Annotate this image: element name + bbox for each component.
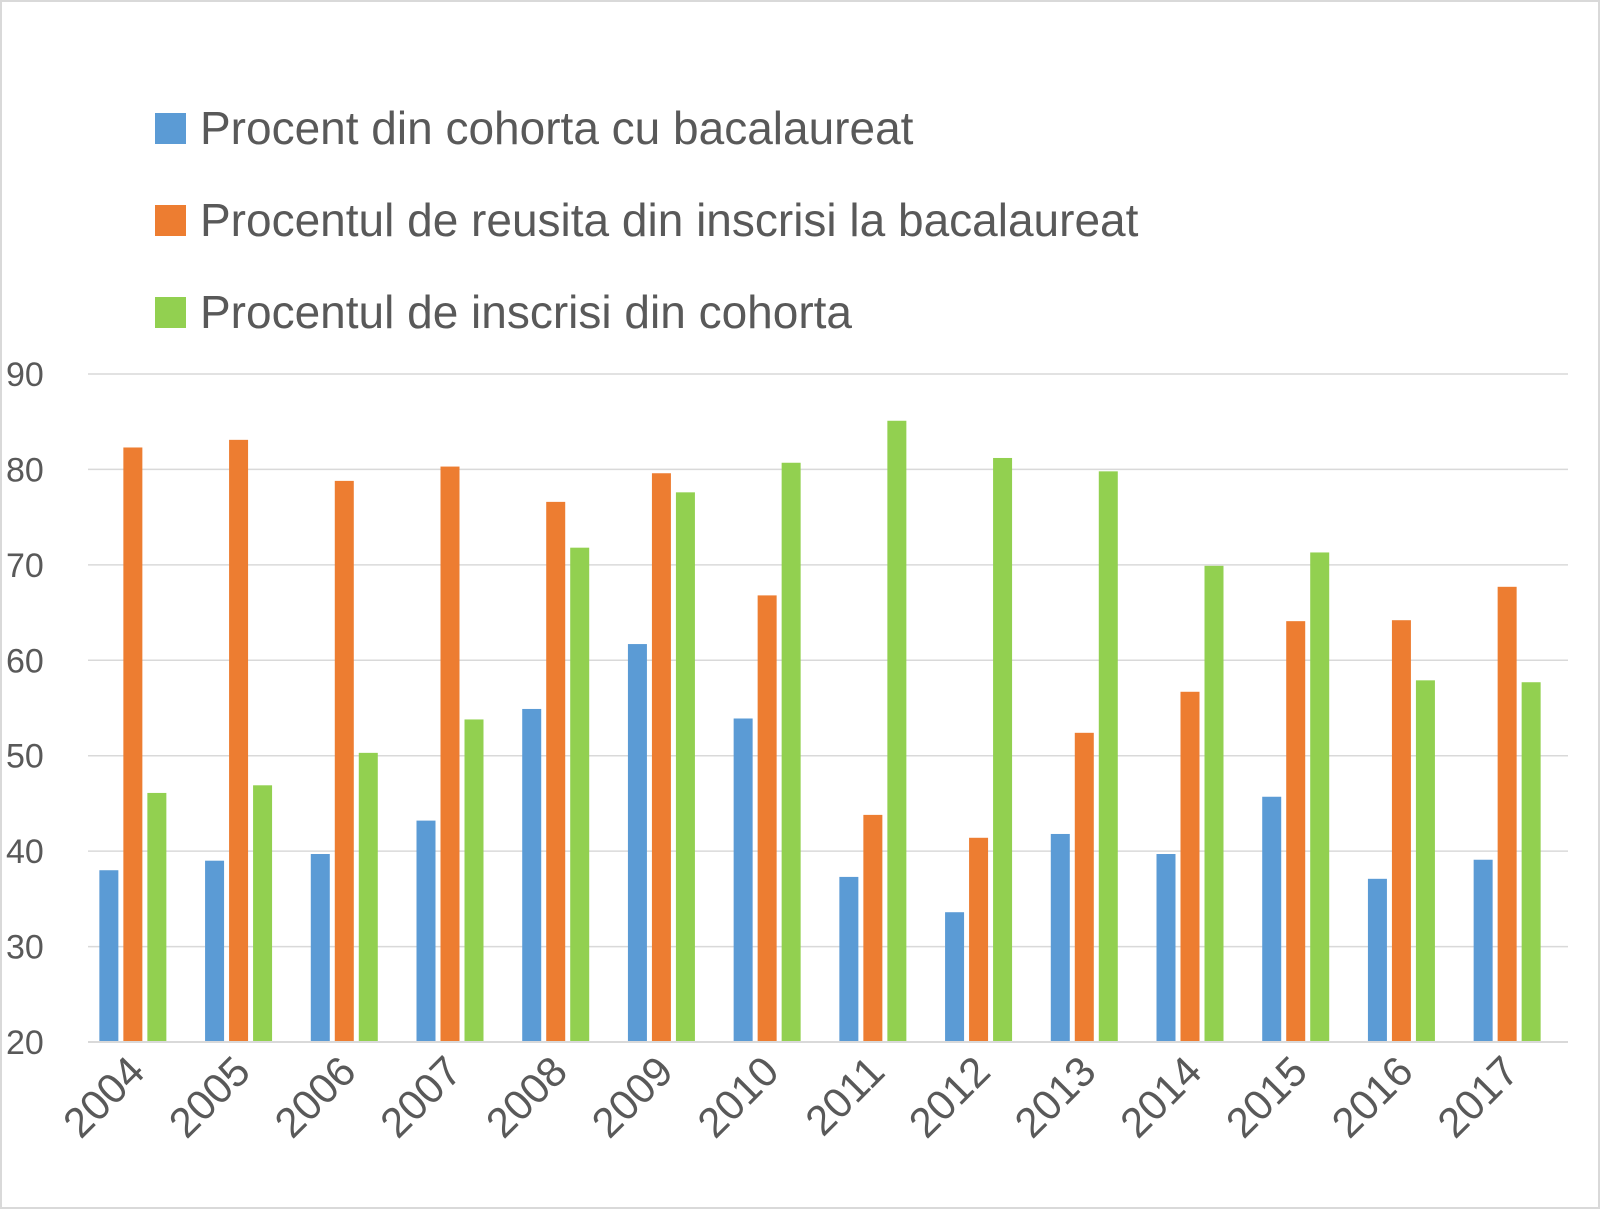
x-tick-label: 2008 <box>477 1047 576 1146</box>
bar-2014-series-2 <box>1180 691 1200 1042</box>
bar-2004-series-1 <box>99 870 119 1042</box>
bar-2015-series-1 <box>1262 796 1282 1042</box>
x-tick-label: 2006 <box>265 1047 364 1146</box>
bar-2010-series-1 <box>733 718 753 1042</box>
y-tick-label: 70 <box>6 547 44 585</box>
bar-2006-series-1 <box>310 854 330 1042</box>
legend: Procent din cohorta cu bacalaureat Procen… <box>155 102 1139 338</box>
y-tick-label: 20 <box>6 1024 44 1062</box>
bar-2016-series-1 <box>1367 878 1387 1042</box>
y-tick-label: 60 <box>6 642 44 680</box>
legend-label-1: Procent din cohorta cu bacalaureat <box>200 102 914 154</box>
bar-2007-series-2 <box>440 466 460 1043</box>
y-tick-label: 50 <box>6 738 44 776</box>
legend-label-3: Procentul de inscrisi din cohorta <box>200 286 852 338</box>
bar-2010-series-3 <box>781 462 801 1043</box>
bar-2013-series-1 <box>1050 833 1070 1042</box>
bar-2017-series-1 <box>1473 859 1493 1042</box>
bar-2008-series-1 <box>522 708 542 1042</box>
x-tick-label: 2016 <box>1322 1047 1421 1146</box>
legend-swatch-3 <box>155 297 186 328</box>
bar-2011-series-3 <box>887 420 907 1042</box>
bar-2009-series-3 <box>675 492 695 1042</box>
gridlines <box>88 373 1568 948</box>
bar-2005-series-2 <box>229 439 249 1042</box>
x-tick-label: 2010 <box>688 1047 787 1146</box>
bar-2012-series-1 <box>945 912 965 1042</box>
bar-2015-series-2 <box>1286 621 1306 1042</box>
y-tick-label: 80 <box>6 451 44 489</box>
x-tick-label: 2004 <box>54 1047 153 1146</box>
y-tick-label: 90 <box>6 356 44 394</box>
bar-2017-series-2 <box>1497 586 1517 1042</box>
x-tick-label: 2012 <box>900 1047 999 1146</box>
bar-2006-series-3 <box>358 752 378 1042</box>
bar-2008-series-3 <box>570 547 590 1042</box>
legend-swatch-2 <box>155 205 186 236</box>
bar-2005-series-1 <box>205 860 225 1042</box>
bar-2014-series-3 <box>1204 565 1224 1042</box>
y-axis-ticks: 20 30 40 50 60 70 80 90 <box>6 356 44 1062</box>
legend-swatch-1 <box>155 113 186 144</box>
bar-2012-series-2 <box>969 837 989 1042</box>
x-tick-label: 2009 <box>582 1047 681 1146</box>
bar-2007-series-1 <box>416 820 436 1042</box>
x-tick-label: 2011 <box>796 1047 893 1144</box>
bar-2011-series-2 <box>863 814 883 1042</box>
x-tick-label: 2013 <box>1005 1047 1104 1146</box>
bar-2006-series-2 <box>334 480 354 1042</box>
bar-2009-series-2 <box>651 473 671 1042</box>
bar-2017-series-3 <box>1521 682 1541 1042</box>
bars <box>99 420 1541 1043</box>
bar-2005-series-3 <box>253 785 273 1042</box>
x-tick-label: 2007 <box>371 1047 470 1146</box>
bar-2010-series-2 <box>757 595 777 1042</box>
bar-2015-series-3 <box>1310 552 1330 1042</box>
bar-2016-series-2 <box>1391 620 1411 1042</box>
x-tick-label: 2005 <box>160 1047 259 1146</box>
bar-2009-series-1 <box>627 644 647 1042</box>
bar-2011-series-1 <box>839 876 859 1042</box>
x-tick-label: 2014 <box>1111 1047 1210 1146</box>
bar-2004-series-3 <box>147 792 167 1042</box>
bar-2008-series-2 <box>546 501 566 1043</box>
x-tick-label: 2017 <box>1428 1047 1527 1146</box>
bar-2013-series-3 <box>1098 471 1118 1042</box>
y-tick-label: 40 <box>6 833 44 871</box>
x-axis-ticks: 2004 2005 2006 2007 2008 2009 2010 2011 2012 2013… <box>54 1047 1528 1146</box>
bar-2016-series-3 <box>1415 680 1435 1042</box>
bar-2013-series-2 <box>1074 732 1094 1042</box>
bar-2012-series-3 <box>993 457 1013 1042</box>
bar-2007-series-3 <box>464 719 484 1042</box>
bar-2004-series-2 <box>123 447 143 1043</box>
bar-2014-series-1 <box>1156 854 1176 1042</box>
x-tick-label: 2015 <box>1217 1047 1316 1146</box>
y-tick-label: 30 <box>6 929 44 967</box>
legend-label-2: Procentul de reusita din inscrisi la bac… <box>200 194 1139 246</box>
